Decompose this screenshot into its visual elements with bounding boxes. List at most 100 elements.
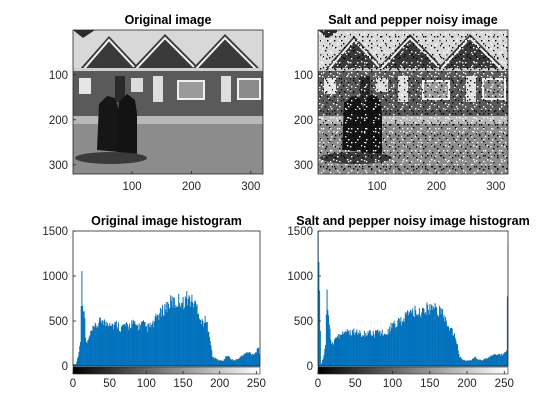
x-tick-label: 300	[241, 181, 260, 193]
hist-bar	[245, 352, 247, 366]
hist-bar	[199, 320, 201, 366]
hist-bar	[210, 345, 212, 366]
hist-bar	[196, 304, 198, 366]
hist-bar	[468, 360, 470, 366]
hist-bar	[112, 329, 114, 366]
hist-bar	[173, 297, 175, 366]
x-tick-label: 300	[486, 181, 505, 193]
hist-bar	[191, 294, 193, 366]
hist-bar	[181, 303, 183, 366]
hist-bar	[461, 359, 463, 366]
hist-bar	[89, 335, 91, 366]
hist-bar	[459, 356, 461, 366]
hist-bar	[448, 330, 450, 366]
hist-bar	[465, 360, 467, 366]
hist-bar	[407, 315, 409, 366]
hist-bar	[491, 355, 493, 366]
y-tick-label: 1000	[42, 271, 68, 283]
hist-bar	[93, 327, 95, 366]
hist-bar	[400, 317, 402, 366]
hist-bar	[407, 310, 409, 366]
hist-bar	[83, 310, 85, 366]
hist-bar	[141, 321, 143, 366]
hist-bar	[74, 364, 76, 366]
hist-bar	[441, 308, 443, 366]
hist-bar	[144, 322, 146, 366]
panel-title: Salt and pepper noisy image	[328, 13, 498, 27]
hist-bar	[90, 330, 92, 366]
hist-bar	[238, 359, 240, 366]
hist-bar	[460, 357, 462, 366]
hist-bar	[190, 301, 192, 366]
hist-bar	[145, 327, 147, 366]
hist-bar	[356, 329, 358, 366]
hist-bar	[346, 329, 348, 366]
hist-bar	[154, 321, 156, 366]
hist-bar	[392, 323, 394, 366]
hist-bar	[189, 306, 191, 366]
hist-bar	[322, 360, 324, 366]
hist-bar	[143, 320, 145, 366]
hist-bar	[87, 340, 89, 366]
hist-bar	[337, 333, 339, 366]
hist-bar	[322, 358, 324, 366]
noisy-image	[318, 30, 508, 174]
hist-bar	[506, 350, 508, 366]
hist-bar	[381, 329, 383, 366]
hist-bar	[242, 355, 244, 366]
hist-bar	[351, 329, 353, 366]
hist-bar	[133, 322, 135, 366]
hist-bar	[320, 364, 322, 366]
hist-bar	[165, 309, 167, 366]
hist-bar	[194, 300, 196, 366]
hist-bar	[443, 314, 445, 366]
y-tick-label: 0	[307, 361, 313, 373]
hist-bar	[232, 360, 234, 366]
hist-bar	[354, 333, 356, 366]
hist-bar	[171, 296, 173, 366]
hist-bar	[361, 336, 363, 366]
hist-bar	[235, 359, 237, 366]
hist-bar	[355, 331, 357, 366]
hist-bar	[398, 318, 400, 366]
hist-bar	[503, 353, 505, 366]
hist-bar	[391, 328, 393, 366]
hist-bar	[450, 327, 452, 366]
hist-bar	[254, 352, 256, 366]
hist-bar	[486, 359, 488, 366]
hist-bar	[359, 330, 361, 366]
hist-bar	[453, 333, 455, 366]
x-tick-label: 200	[210, 378, 229, 390]
hist-bar	[413, 317, 415, 366]
hist-bar	[170, 295, 172, 366]
hist-bar	[401, 325, 403, 366]
hist-bar	[135, 325, 137, 366]
hist-bar	[247, 353, 249, 366]
hist-bar	[363, 330, 365, 366]
hist-bar	[342, 331, 344, 366]
hist-bar	[328, 324, 330, 366]
x-tick-label: 50	[103, 378, 116, 390]
hist-bar	[228, 355, 230, 366]
hist-bar	[422, 308, 424, 366]
hist-bar	[371, 335, 373, 366]
hist-bar	[421, 307, 423, 366]
hist-bar	[105, 321, 107, 366]
y-tick-label: 300	[294, 160, 313, 172]
hist-bar	[447, 326, 449, 366]
x-tick-label: 250	[495, 378, 514, 390]
hist-bar	[436, 307, 438, 366]
hist-bar	[198, 313, 200, 366]
hist-bar	[402, 322, 404, 366]
hist-bar	[452, 335, 454, 366]
hist-bar	[246, 352, 248, 366]
hist-bar	[477, 359, 479, 366]
hist-bar	[469, 360, 471, 366]
hist-bar	[197, 314, 199, 366]
hist-bar	[389, 331, 391, 366]
hist-bar	[220, 360, 222, 366]
hist-bar	[442, 317, 444, 366]
hist-bar	[335, 337, 337, 366]
hist-bar	[408, 311, 410, 366]
hist-bar	[494, 354, 496, 366]
